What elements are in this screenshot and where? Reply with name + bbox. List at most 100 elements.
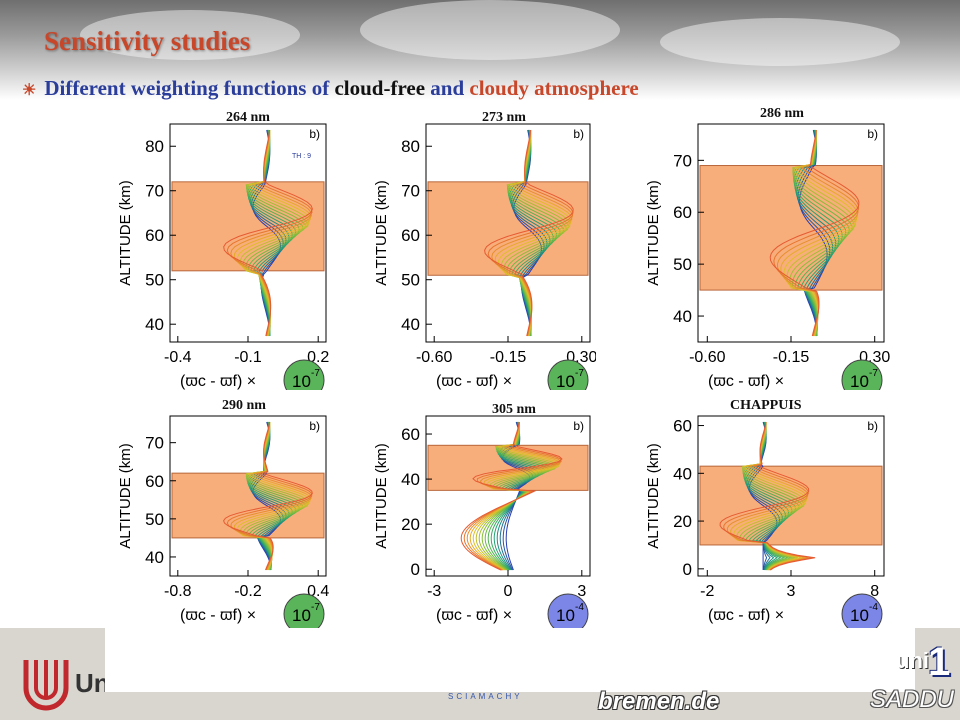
y-tick-label: 40 (401, 315, 420, 334)
legend-th-label: TH : 9 (292, 153, 311, 160)
plot-frame (425, 415, 591, 577)
x-axis-label: (ϖc - ϖf) × (436, 373, 512, 390)
y-tick-label: 50 (145, 271, 164, 290)
wavelength-label-286: 286 nm (760, 106, 804, 121)
weighting-curve (223, 421, 313, 571)
subtitle-text-cloudy: cloudy atmosphere (469, 76, 639, 100)
y-tick-label: 0 (411, 560, 420, 579)
x-tick-label: -0.60 (416, 349, 453, 366)
x-tick-label: -0.60 (689, 349, 726, 366)
cloud-layer-band (427, 181, 589, 276)
corner-label: b) (867, 419, 878, 433)
y-tick-label: 20 (673, 512, 692, 531)
y-axis-label: ALTITUDE (km) (645, 180, 662, 286)
y-tick-label: 70 (145, 182, 164, 201)
footer-uni-right: uni (896, 648, 929, 673)
x-tick-label: -0.15 (773, 349, 810, 366)
y-tick-label: 60 (401, 226, 420, 245)
weighting-function-plot-290nm: 40 50 60 70 ALTITUDE (km) b) -0.8 -0.2 0.4 (ϖc - … (112, 410, 332, 628)
slide-title: Sensitivity studies (44, 26, 251, 56)
x-tick-label: -0.1 (234, 349, 262, 366)
y-axis-label: ALTITUDE (km) (117, 443, 134, 549)
scale-badge-icon (547, 359, 589, 390)
cloud-layer-band (699, 165, 883, 291)
subtitle-bullet: ☀ Different weighting functions of cloud-… (22, 76, 639, 101)
scale-factor: 10 (292, 372, 311, 390)
y-tick-label: 60 (673, 203, 692, 222)
x-tick-label: -2 (700, 583, 714, 600)
weighting-function-plot-273nm: 40 50 60 70 80 ALTITUDE (km) b) -0.60 -0.15 0.30(… (368, 118, 596, 390)
weighting-curve (769, 129, 860, 337)
wavelength-label-273: 273 nm (482, 110, 526, 125)
weighting-curve (460, 421, 563, 571)
weighting-function-plot-264nm: 40 50 60 70 80 ALTITUDE (km) b) TH : 9 -0.4 -0.1 0… (112, 118, 332, 390)
y-tick-label: 0 (683, 560, 692, 579)
scale-exponent: -7 (311, 602, 320, 613)
y-tick-label: 80 (401, 137, 420, 156)
y-tick-label: 40 (145, 548, 164, 567)
x-tick-label: 8 (870, 583, 879, 600)
wavelength-label-305: 305 nm (492, 402, 536, 417)
corner-label: b) (573, 419, 584, 433)
wavelength-label-chappuis: CHAPPUIS (730, 398, 802, 413)
y-tick-label: 70 (401, 182, 420, 201)
scale-badge-icon (841, 593, 883, 628)
subtitle-text-cloudfree: cloud-free (334, 76, 426, 100)
y-tick-label: 60 (401, 425, 420, 444)
x-tick-label: -0.15 (490, 349, 527, 366)
corner-label: b) (309, 127, 320, 141)
y-tick-label: 40 (401, 470, 420, 489)
wavelength-label-290: 290 nm (222, 398, 266, 413)
scale-factor: 10 (850, 606, 869, 625)
x-axis-label: (ϖc - ϖf) × (180, 607, 256, 624)
x-tick-label: -0.2 (234, 583, 262, 600)
x-tick-label: 3 (787, 583, 796, 600)
x-tick-label: -0.8 (164, 583, 192, 600)
weighting-function-plot-305nm: 0 20 40 60 ALTITUDE (km) b) -3 0 3 (ϖc - ϖf) × 10-… (368, 410, 596, 628)
y-tick-label: 70 (673, 151, 692, 170)
x-tick-label: -3 (427, 583, 441, 600)
scale-factor: 10 (556, 372, 575, 390)
x-axis-label: (ϖc - ϖf) × (708, 607, 784, 624)
wavelength-label-264: 264 nm (226, 110, 270, 125)
scale-exponent: -7 (869, 368, 878, 379)
y-tick-label: 40 (673, 464, 692, 483)
y-tick-label: 60 (145, 226, 164, 245)
y-tick-label: 80 (145, 137, 164, 156)
y-axis-label: ALTITUDE (km) (645, 443, 662, 549)
y-tick-label: 50 (673, 255, 692, 274)
x-tick-label: 0 (504, 583, 513, 600)
y-tick-label: 50 (401, 271, 420, 290)
weighting-curve (223, 129, 313, 337)
corner-label: b) (867, 127, 878, 141)
y-axis-label: ALTITUDE (km) (373, 443, 390, 549)
weighting-function-plot-286nm: 40 50 60 70 ALTITUDE (km) b) -0.60 -0.15 0.30 (ϖc… (640, 118, 890, 390)
scale-factor: 10 (292, 606, 311, 625)
y-tick-label: 40 (673, 307, 692, 326)
x-axis-label: (ϖc - ϖf) × (708, 373, 784, 390)
weighting-curve (484, 129, 574, 337)
scale-badge-icon (841, 359, 883, 390)
university-logo-icon (23, 660, 69, 711)
scale-factor: 10 (556, 606, 575, 625)
subtitle-text-and: and (425, 76, 470, 100)
x-tick-label: -0.4 (164, 349, 192, 366)
sun-bullet-icon: ☀ (22, 82, 37, 99)
x-tick-label: 3 (577, 583, 586, 600)
x-axis-label: (ϖc - ϖf) × (180, 373, 256, 390)
weighting-curve (719, 421, 816, 571)
weighting-function-plot-chappuis: 0 20 40 60 ALTITUDE (km) b) -2 3 8 (ϖc - ϖf) × 10-… (640, 410, 890, 628)
y-tick-label: 60 (673, 417, 692, 436)
sciamachy-logo-text: SCIAMACHY (448, 692, 523, 701)
saddu-text: SADDU (870, 686, 955, 713)
scale-exponent: -7 (311, 368, 320, 379)
y-tick-label: 20 (401, 515, 420, 534)
scale-badge-icon (283, 359, 325, 390)
scale-exponent: -4 (575, 602, 584, 613)
scale-exponent: -7 (575, 368, 584, 379)
footer-white-strip (105, 628, 915, 692)
subtitle-text-1: Different weighting functions of (44, 76, 335, 100)
y-tick-label: 40 (145, 315, 164, 334)
y-axis-label: ALTITUDE (km) (373, 180, 390, 286)
bremen-link[interactable]: bremen.de (598, 688, 720, 715)
